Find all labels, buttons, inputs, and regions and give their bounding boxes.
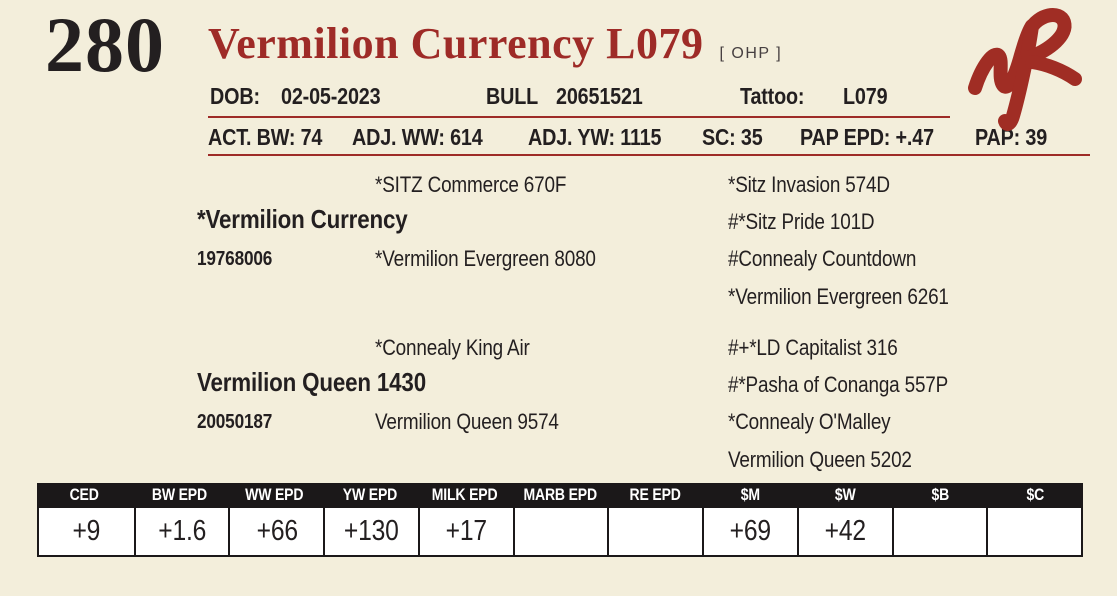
stat-sc: SC: 35	[702, 124, 763, 150]
dam-granddam: Vermilion Queen 9574	[375, 409, 559, 434]
epd-column-header-yw: YW EPD	[342, 486, 397, 504]
animal-name: Vermilion Currency L079	[208, 19, 704, 68]
divider-line-bottom	[208, 154, 1090, 156]
epd-column-header-bw: BW EPD	[152, 486, 208, 504]
dam-great-grandparent-2: #*Pasha of Conanga 557P	[728, 372, 949, 397]
dam-name: Vermilion Queen 1430	[197, 367, 426, 397]
epd-table-header-row: CED BW EPD WW EPD YW EPD MILK EPD MARB E…	[37, 483, 1083, 508]
sire-great-grandparent-1: *Sitz Invasion 574D	[728, 172, 890, 197]
dam-registration: 20050187	[197, 411, 273, 433]
epd-value-ced: +9	[72, 515, 101, 547]
divider-line-top	[208, 116, 950, 118]
sire-great-grandparent-4: *Vermilion Evergreen 6261	[728, 284, 949, 309]
stat-pap-epd: PAP EPD: +.47	[800, 124, 934, 150]
sire-registration: 19768006	[197, 248, 273, 270]
dam-great-grandparent-3: *Connealy O'Malley	[728, 409, 891, 434]
epd-column-header-m: $M	[740, 486, 760, 504]
tattoo-label: Tattoo:	[740, 83, 805, 109]
epd-value-c	[986, 508, 1081, 555]
tattoo-value: L079	[843, 83, 888, 109]
stat-adj-yw: ADJ. YW: 1115	[528, 124, 662, 150]
epd-value-bw: +1.6	[133, 508, 229, 555]
epd-value-re	[607, 508, 702, 555]
epd-column-header-marb: MARB EPD	[523, 486, 597, 504]
epd-column-header-milk: MILK EPD	[432, 486, 498, 504]
epd-value-ww: +66	[228, 508, 323, 555]
dam-grandsire: *Connealy King Air	[375, 335, 530, 360]
epd-table: CED BW EPD WW EPD YW EPD MILK EPD MARB E…	[37, 483, 1083, 557]
dob-value: 02-05-2023	[281, 83, 381, 109]
sire-great-grandparent-2: #*Sitz Pride 101D	[728, 209, 875, 234]
sire-granddam: *Vermilion Evergreen 8080	[375, 246, 596, 271]
ohp-tag: [ OHP ]	[719, 45, 783, 62]
sex-label: BULL	[486, 83, 539, 109]
epd-column-header-ww: WW EPD	[245, 486, 304, 504]
epd-value-marb	[512, 508, 608, 555]
sire-great-grandparent-3: #Connealy Countdown	[728, 246, 917, 271]
epd-value-b	[891, 508, 987, 555]
epd-table-value-row: +9 +1.6 +66 +130 +17 +69 +42	[37, 508, 1083, 557]
registration-number: 20651521	[556, 83, 643, 109]
stat-adj-ww: ADJ. WW: 614	[352, 124, 483, 150]
lot-number: 280	[45, 1, 165, 88]
sire-grandsire: *SITZ Commerce 670F	[375, 172, 567, 197]
sire-name: *Vermilion Currency	[197, 204, 408, 234]
title-row: Vermilion Currency L079 [ OHP ]	[208, 22, 782, 66]
dob-label: DOB:	[210, 83, 260, 109]
dam-great-grandparent-4: Vermilion Queen 5202	[728, 447, 912, 472]
vermilion-ranch-brand-logo-icon	[942, 0, 1117, 165]
stat-act-bw: ACT. BW: 74	[208, 124, 323, 150]
epd-column-header-c: $C	[1026, 486, 1045, 504]
dam-great-grandparent-1: #+*LD Capitalist 316	[728, 335, 898, 360]
epd-column-header-re: RE EPD	[629, 486, 681, 504]
epd-value-m: +69	[702, 508, 797, 555]
epd-column-header-b: $B	[931, 486, 950, 504]
epd-value-w: +42	[796, 508, 892, 555]
epd-column-header-w: $W	[834, 486, 856, 504]
epd-value-yw: +130	[323, 508, 418, 555]
epd-column-header-ced: CED	[69, 486, 100, 504]
epd-value-milk: +17	[417, 508, 513, 555]
